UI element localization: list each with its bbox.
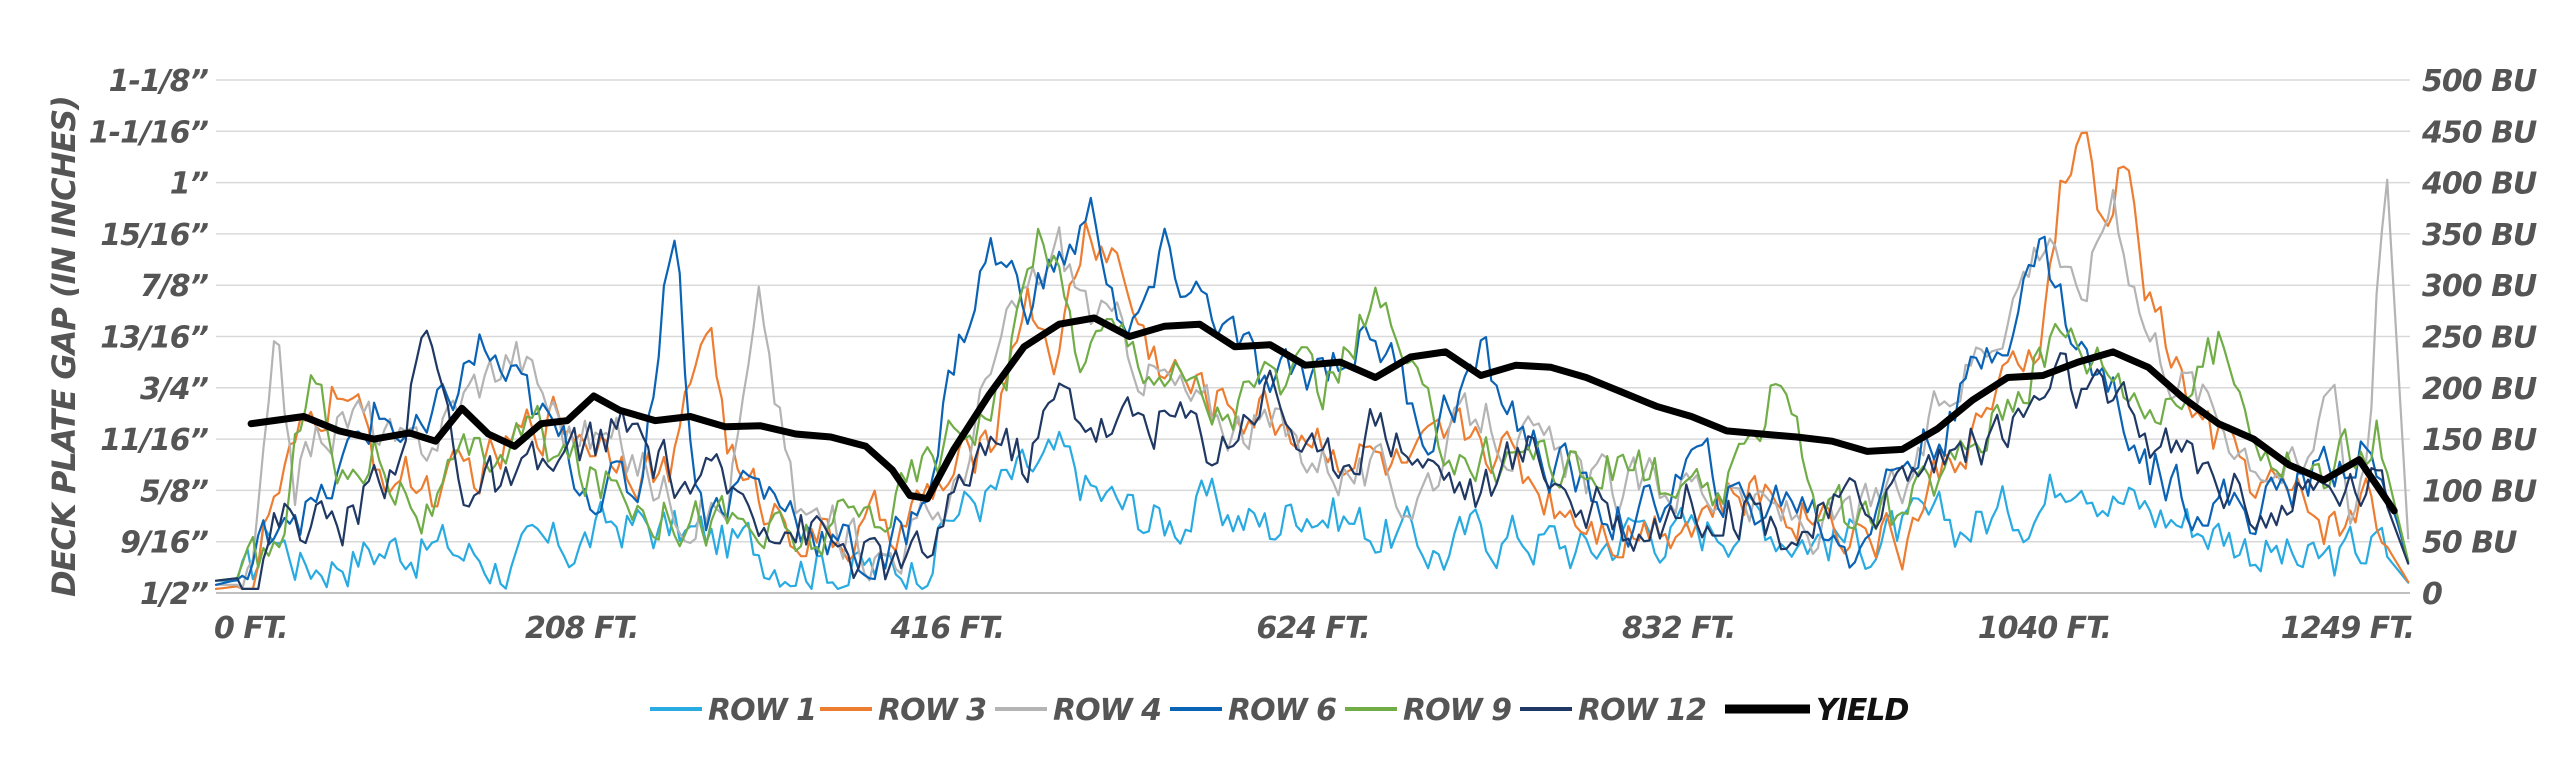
y-right-tick-label: 300 BU (2422, 269, 2537, 304)
x-tick-label: 1040 FT. (1978, 611, 2111, 646)
legend-label: ROW 12 (1578, 693, 1706, 728)
y-axis-right-ticks: 0 50 BU 100 BU 150 BU 200 BU 250 BU 300 BU 350 … (2421, 64, 2538, 612)
x-tick-label: 832 FT. (1622, 611, 1735, 646)
series-line-row-1 (214, 430, 2410, 590)
y-left-tick-label: 5/8” (140, 474, 209, 509)
y-left-tick-label: 7/8” (140, 269, 209, 304)
y-right-tick-label: 250 BU (2422, 321, 2537, 356)
legend-label: ROW 1 (708, 693, 816, 728)
x-tick-label: 0 FT. (214, 611, 288, 646)
y-right-tick-label: 50 BU (2422, 526, 2517, 561)
legend-label: ROW 3 (878, 693, 986, 728)
y-axis-left-ticks: 1/2” 9/16” 5/8” 11/16” 3/4” 13/16” 7/8” 15/16” 1… (89, 64, 210, 612)
x-tick-label: 1249 FT. (2281, 611, 2414, 646)
series-lines (214, 131, 2410, 590)
legend-label: ROW 9 (1403, 693, 1511, 728)
grid-lines (216, 79, 2410, 594)
y-right-tick-label: 0 (2422, 577, 2442, 612)
x-tick-label: 208 FT. (525, 611, 638, 646)
y-left-tick-label: 1-1/16” (89, 115, 209, 150)
y-left-tick-label: 1/2” (140, 577, 209, 612)
y-left-tick-label: 11/16” (100, 423, 208, 458)
y-right-tick-label: 150 BU (2422, 423, 2537, 458)
x-tick-label: 416 FT. (890, 611, 1004, 646)
y-right-tick-label: 100 BU (2422, 474, 2537, 509)
series-line-row-9 (214, 227, 2410, 582)
y-right-tick-label: 350 BU (2422, 218, 2537, 253)
y-axis-title: DECK PLATE GAP (IN INCHES) (45, 96, 83, 597)
series-line-row-6 (214, 196, 2410, 586)
y-left-tick-label: 1” (170, 167, 209, 202)
legend: ROW 1 ROW 3 ROW 4 ROW 6 ROW 9 ROW 12 YIELD (650, 693, 1909, 728)
x-axis-ticks: 0 FT. 208 FT. 416 FT. 624 FT. 832 FT. 1040 FT… (214, 611, 2415, 646)
y-right-tick-label: 400 BU (2421, 167, 2537, 202)
y-left-tick-label: 15/16” (100, 218, 208, 253)
legend-label: ROW 4 (1053, 693, 1161, 728)
y-right-tick-label: 450 BU (2421, 115, 2537, 150)
y-left-tick-label: 3/4” (140, 372, 209, 407)
y-right-tick-label: 500 BU (2422, 64, 2537, 99)
y-left-tick-label: 13/16” (100, 321, 208, 356)
y-right-tick-label: 200 BU (2422, 372, 2537, 407)
y-left-tick-label: 9/16” (120, 526, 209, 561)
series-line-row-12 (214, 329, 2410, 590)
x-tick-label: 624 FT. (1256, 611, 1369, 646)
y-left-tick-label: 1-1/8” (109, 64, 209, 99)
legend-label: YIELD (1816, 693, 1908, 728)
series-line-yield (247, 314, 2398, 515)
series-line-row-4 (214, 178, 2410, 590)
legend-label: ROW 6 (1228, 693, 1336, 728)
